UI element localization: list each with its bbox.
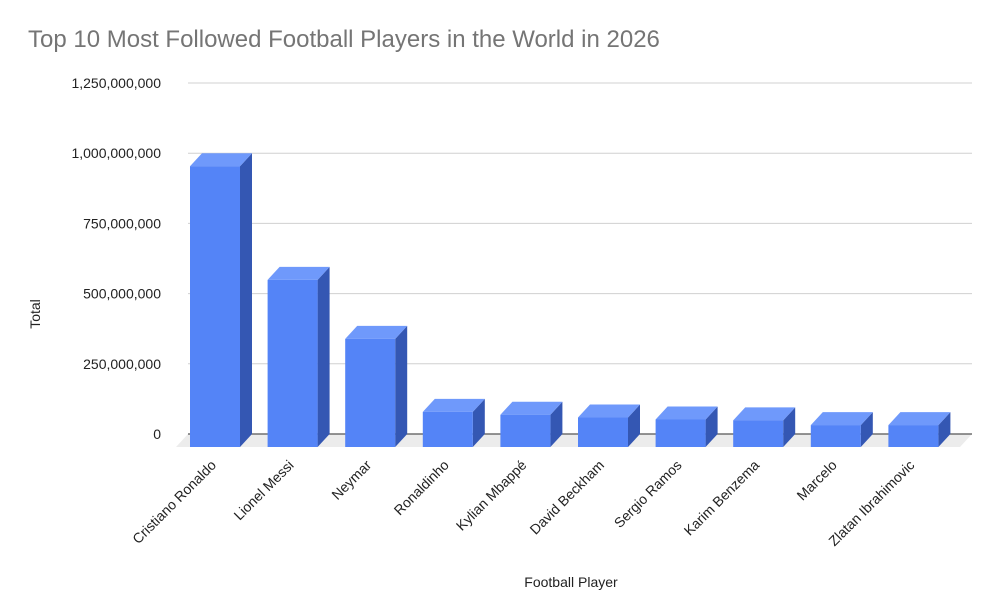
bar-front <box>888 425 939 447</box>
x-tick-label: David Beckham <box>526 457 607 538</box>
x-axis-ticks: Cristiano Ronaldo Lionel Messi Neymar Ronal… <box>129 457 917 549</box>
bar-top <box>190 153 252 167</box>
bar <box>190 153 252 447</box>
bar-top <box>345 325 408 339</box>
bar-side <box>550 401 563 447</box>
bar-top <box>422 398 485 412</box>
bar-front <box>345 338 396 447</box>
y-axis-title: Total <box>27 299 43 329</box>
bars <box>190 153 951 447</box>
x-tick-label: Zlatan Ibrahimovic <box>825 457 917 549</box>
x-tick-label: Lionel Messi <box>230 457 296 523</box>
bar <box>578 404 640 447</box>
y-tick-label: 1,000,000,000 <box>71 145 161 161</box>
bar-top <box>888 412 951 426</box>
bar-side <box>938 412 951 447</box>
bar-top <box>810 412 873 426</box>
x-tick-label: Sergio Ramos <box>611 457 685 531</box>
bar-top <box>500 401 563 415</box>
bar <box>810 412 873 447</box>
bar-front <box>578 417 628 447</box>
bar <box>655 406 718 447</box>
bar-top <box>267 266 330 280</box>
x-tick-label: Marcelo <box>793 457 840 504</box>
x-tick-label: Cristiano Ronaldo <box>129 457 219 547</box>
bar-front <box>500 414 551 447</box>
bar-front <box>190 166 240 447</box>
y-tick-label: 500,000,000 <box>83 286 161 302</box>
x-tick-label: Neymar <box>328 457 374 503</box>
bar-front <box>655 419 706 447</box>
bar-side <box>860 412 873 447</box>
bar <box>500 401 563 447</box>
chart-title: Top 10 Most Followed Football Players in… <box>28 26 660 53</box>
bar-front <box>810 425 861 447</box>
bar-top <box>733 407 796 421</box>
x-tick-label: Kylian Mbappé <box>453 457 530 534</box>
bar <box>267 266 330 447</box>
bar-side <box>705 406 718 447</box>
y-tick-label: 750,000,000 <box>83 215 161 231</box>
bar-side <box>240 153 252 447</box>
bar-side <box>317 266 330 447</box>
bar-front <box>267 279 318 447</box>
bar <box>345 325 408 447</box>
bar-front <box>422 411 473 447</box>
bar-top <box>578 404 640 418</box>
x-tick-label: Ronaldinho <box>391 457 453 519</box>
bar-side <box>395 325 408 447</box>
bar <box>422 398 485 447</box>
bar-top <box>655 406 718 420</box>
bar-side <box>783 407 796 447</box>
x-axis-title: Football Player <box>524 574 618 590</box>
bar <box>733 407 796 447</box>
y-tick-label: 250,000,000 <box>83 356 161 372</box>
bar-side <box>628 404 640 447</box>
y-tick-label: 1,250,000,000 <box>71 75 161 91</box>
y-axis-ticks: 0 250,000,000 500,000,000 750,000,000 1,000,… <box>71 75 161 442</box>
bar-side <box>472 398 485 447</box>
bar-front <box>733 420 784 447</box>
x-tick-label: Karim Benzema <box>681 457 763 539</box>
bar <box>888 412 951 447</box>
y-tick-label: 0 <box>153 426 161 442</box>
